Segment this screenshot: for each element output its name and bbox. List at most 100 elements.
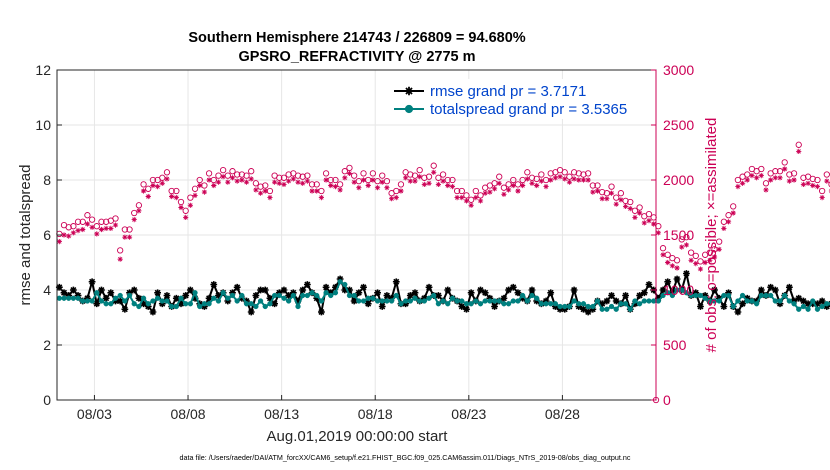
spread-point [468,301,474,307]
obs-assimilated-point [211,182,217,189]
rmse-point [271,300,279,308]
spread-point [253,303,259,310]
obs-assimilated-point [267,195,273,201]
obs-assimilated-point [599,196,605,202]
obs-assimilated-point [725,219,732,225]
obs-possible-point [500,184,508,191]
obs-possible-point [276,174,283,181]
spread-point [604,306,610,312]
obs-assimilated-point [505,187,512,193]
obs-possible-point [818,187,826,195]
rmse-point [785,283,793,291]
obs-assimilated-point [253,187,259,193]
spread-point [239,292,245,299]
obs-possible-point [182,207,189,214]
obs-assimilated-point [262,188,268,194]
spread-point [309,290,315,296]
rmse-point [505,286,512,294]
spread-point [388,298,395,304]
obs-assimilated-point [398,188,404,194]
obs-assimilated-point [192,192,198,198]
rmse-point [238,294,246,302]
y-tick-label: 6 [43,227,51,243]
obs-assimilated-point [388,196,395,202]
rmse-point [303,281,311,288]
spread-point [524,298,530,304]
obs-possible-point [561,169,568,176]
y-axis-left: 0 2 4 6 8 10 12 [35,62,62,408]
obs-possible-point [444,176,451,184]
obs-assimilated-point [618,197,624,203]
obs-possible-point [187,194,194,201]
obs-possible-point [589,182,596,189]
obs-possible-point [224,172,231,179]
grid [57,69,656,401]
spread-point [510,298,516,304]
obs-assimilated-point [417,174,423,180]
obs-assimilated-point [749,173,755,179]
spread-point [435,301,442,307]
rmse-point [570,286,578,294]
spread-point [800,303,807,310]
obs-assimilated-point [711,254,718,260]
obs-possible-point [411,172,419,179]
rmse-point [374,289,381,297]
obs-assimilated-point [229,175,236,181]
spread-point [243,301,250,307]
rmse-point [107,289,115,297]
obs-assimilated-point [360,177,367,183]
spread-point [819,303,825,310]
spread-point [791,301,797,307]
spread-point [515,298,521,304]
obs-possible-point [510,176,517,184]
spread-point [150,298,156,304]
obs-possible-point [772,168,779,175]
rmse-point [266,294,274,302]
rmse-point [533,297,541,305]
rmse-point [692,289,700,297]
obs-possible-point [430,162,437,169]
x-axis: 08/03 08/08 08/13 08/18 08/23 08/28 [77,395,580,422]
spread-point [94,290,100,296]
obs-possible-point [112,215,119,222]
rmse-point [500,294,508,302]
obs-assimilated-point [632,214,638,220]
obs-assimilated-point [155,184,161,190]
obs-possible-point [163,169,171,176]
rmse-point [720,303,728,310]
spread-point [782,292,788,299]
obs-assimilated-point [98,226,105,233]
obs-possible-point [744,171,751,178]
obs-assimilated-point [697,266,704,272]
spread-point [398,301,404,307]
obs-possible-point [121,226,129,233]
obs-assimilated-point [814,184,821,190]
spread-point [140,295,147,301]
obs-possible-point [800,174,807,181]
obs-assimilated-point [197,182,203,189]
rmse-point [341,286,349,294]
spread-point [721,292,727,299]
obs-assimilated-point [688,257,694,263]
obs-assimilated-point [421,181,427,187]
spread-point [758,292,764,299]
obs-assimilated-point [772,175,778,181]
obs-possible-point [538,171,545,178]
spread-point [814,306,821,312]
obs-possible-point [580,171,587,178]
obs-possible-point [304,172,311,179]
rmse-point [130,286,138,294]
obs-assimilated-point [323,177,329,183]
obs-possible-point [196,176,203,184]
rmse-point [158,300,166,308]
obs-assimilated-point [739,180,746,186]
spread-point [725,292,732,299]
spread-point [613,306,619,312]
obs-assimilated-point [608,190,615,196]
obs-assimilated-point [824,178,830,184]
y2-tick-label: 2000 [663,172,694,188]
spread-point [449,295,456,301]
rmse-point [313,294,321,302]
obs-possible-point [393,187,400,195]
rmse-point [172,294,180,302]
